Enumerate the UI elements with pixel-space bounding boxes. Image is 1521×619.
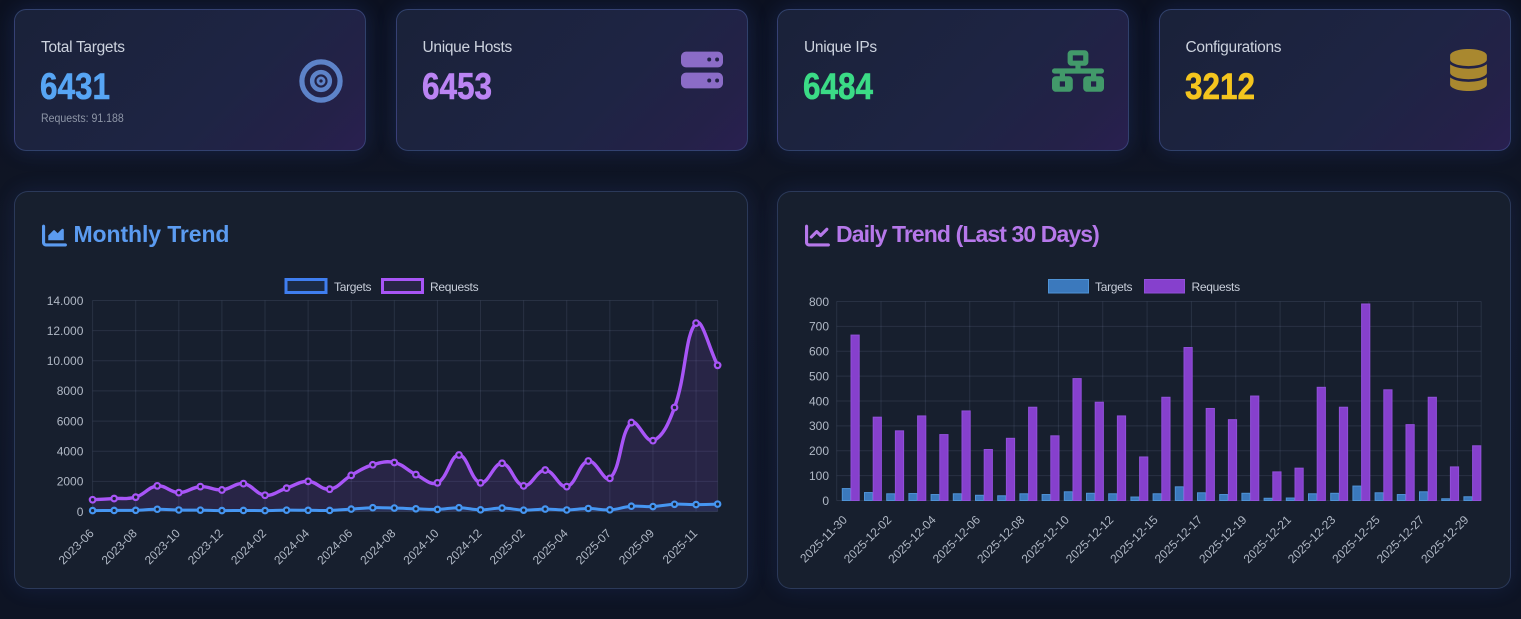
svg-text:2024-04: 2024-04 [271,526,312,567]
svg-text:2023-12: 2023-12 [185,526,226,567]
svg-text:600: 600 [808,345,828,359]
svg-text:2025-12-29: 2025-12-29 [1418,512,1472,566]
svg-text:12.000: 12.000 [47,324,84,338]
svg-text:2024-02: 2024-02 [228,526,269,567]
svg-text:Targets: Targets [1095,280,1133,294]
svg-text:0: 0 [77,505,84,519]
svg-text:2024-06: 2024-06 [314,526,355,567]
svg-text:8000: 8000 [57,384,84,398]
svg-text:4000: 4000 [57,445,84,459]
svg-text:2024-10: 2024-10 [401,526,442,567]
svg-text:2025-09: 2025-09 [616,526,657,567]
svg-text:300: 300 [808,419,828,433]
svg-text:10.000: 10.000 [47,354,84,368]
svg-text:0: 0 [822,494,829,508]
svg-text:2024-08: 2024-08 [357,526,398,567]
svg-text:Targets: Targets [334,280,372,294]
svg-text:2024-12: 2024-12 [444,526,485,567]
svg-text:100: 100 [808,469,828,483]
svg-text:14.000: 14.000 [47,294,84,308]
svg-text:2025-11: 2025-11 [660,526,701,567]
svg-text:500: 500 [808,369,828,383]
svg-text:2025-02: 2025-02 [487,526,528,567]
svg-text:200: 200 [808,444,828,458]
svg-text:2000: 2000 [57,475,84,489]
svg-text:6000: 6000 [57,414,84,428]
svg-text:2023-08: 2023-08 [99,526,140,567]
svg-text:400: 400 [808,394,828,408]
svg-text:2023-06: 2023-06 [56,526,97,567]
svg-text:Requests: Requests [1191,280,1240,294]
svg-text:2023-10: 2023-10 [142,526,183,567]
svg-text:800: 800 [808,295,828,309]
svg-text:2025-04: 2025-04 [530,526,571,567]
svg-text:700: 700 [808,320,828,334]
svg-text:Requests: Requests [430,280,479,294]
svg-text:2025-07: 2025-07 [573,526,614,567]
